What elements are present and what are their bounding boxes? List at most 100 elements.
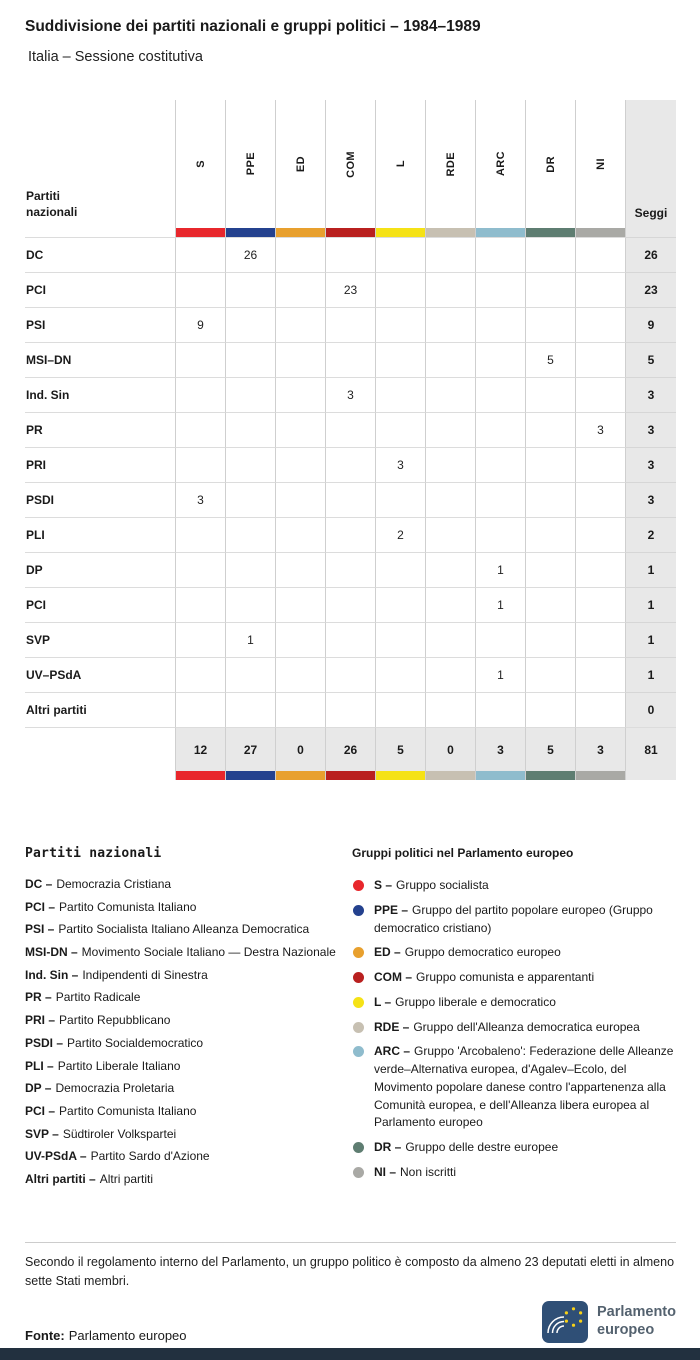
value-cell-com: 3 bbox=[326, 377, 376, 412]
group-legend-name: Gruppo democratico europeo bbox=[404, 945, 561, 960]
group-legend-name: Gruppo socialista bbox=[396, 878, 489, 892]
value-cell-ed bbox=[276, 272, 326, 307]
party-legend-name: Democrazia Cristiana bbox=[56, 877, 172, 891]
party-legend-item: PSDI – Partito Socialdemocratico bbox=[25, 1035, 337, 1051]
value-cell-arc bbox=[476, 307, 526, 342]
seats-cell: 3 bbox=[626, 447, 676, 482]
group-legend-item: RDE – Gruppo dell'Alleanza democratica eu… bbox=[352, 1019, 677, 1037]
column-header-s: S bbox=[176, 100, 226, 228]
group-legend-item: COM – Gruppo comunista e apparentanti bbox=[352, 969, 677, 987]
value-cell-ed bbox=[276, 307, 326, 342]
color-strip-ni bbox=[576, 771, 626, 780]
legend-groups: Gruppi politici nel Parlamento europeo S… bbox=[352, 846, 677, 1189]
color-strip-l bbox=[376, 228, 426, 237]
value-cell-ed bbox=[276, 517, 326, 552]
party-legend-item: DP – Democrazia Proletaria bbox=[25, 1080, 337, 1096]
party-label: DC bbox=[25, 237, 176, 272]
value-cell-dr bbox=[526, 657, 576, 692]
party-legend-name: Partito Radicale bbox=[55, 990, 141, 1005]
group-legend-code: S – bbox=[374, 878, 393, 892]
value-cell-dr bbox=[526, 552, 576, 587]
total-cell-ni: 3 bbox=[576, 727, 626, 771]
value-cell-ni bbox=[576, 657, 626, 692]
total-cell-dr: 5 bbox=[526, 727, 576, 771]
color-strip-com bbox=[326, 771, 376, 780]
value-cell-com bbox=[326, 517, 376, 552]
value-cell-rde bbox=[426, 552, 476, 587]
column-header-label: COM bbox=[344, 150, 357, 178]
value-cell-ppe bbox=[226, 377, 276, 412]
value-cell-arc: 1 bbox=[476, 587, 526, 622]
group-legend-item: L – Gruppo liberale e democratico bbox=[352, 994, 677, 1012]
party-legend-name: Südtiroler Volkspartei bbox=[62, 1126, 177, 1141]
party-legend-item: Ind. Sin – Indipendenti di Sinestra bbox=[25, 967, 337, 983]
party-legend-item: Altri partiti – Altri partiti bbox=[25, 1171, 337, 1187]
group-color-dot-3 bbox=[353, 972, 364, 983]
value-cell-l bbox=[376, 587, 426, 622]
value-cell-s bbox=[176, 412, 226, 447]
value-cell-ni bbox=[576, 552, 626, 587]
value-cell-rde bbox=[426, 482, 476, 517]
value-cell-dr bbox=[526, 237, 576, 272]
party-legend-code: PSDI – bbox=[25, 1035, 64, 1050]
value-cell-l: 2 bbox=[376, 517, 426, 552]
value-cell-ppe bbox=[226, 552, 276, 587]
party-label: Altri partiti bbox=[25, 692, 176, 727]
value-cell-s bbox=[176, 377, 226, 412]
value-cell-arc bbox=[476, 272, 526, 307]
value-cell-rde bbox=[426, 377, 476, 412]
value-cell-s: 3 bbox=[176, 482, 226, 517]
group-color-dot-5 bbox=[353, 1021, 364, 1033]
color-strip-arc bbox=[476, 228, 526, 237]
value-cell-ni bbox=[576, 482, 626, 517]
group-legend-code: ED – bbox=[374, 945, 401, 960]
ep-logo-line1: Parlamento bbox=[597, 1304, 676, 1321]
legend-groups-list: S – Gruppo socialista PPE – Gruppo del part… bbox=[352, 877, 677, 1182]
total-cell-ppe: 27 bbox=[226, 727, 276, 771]
party-legend-name: Partito Comunista Italiano bbox=[59, 899, 197, 914]
total-cell-l: 5 bbox=[376, 727, 426, 771]
party-legend-name: Altri partiti bbox=[99, 1171, 154, 1186]
value-cell-rde bbox=[426, 692, 476, 727]
group-legend-code: L – bbox=[374, 994, 392, 1009]
value-cell-ppe bbox=[226, 657, 276, 692]
value-cell-s bbox=[176, 237, 226, 272]
value-cell-ed bbox=[276, 237, 326, 272]
value-cell-dr bbox=[526, 587, 576, 622]
value-cell-l bbox=[376, 377, 426, 412]
value-cell-com bbox=[326, 587, 376, 622]
value-cell-arc bbox=[476, 517, 526, 552]
value-cell-ni bbox=[576, 237, 626, 272]
seats-cell: 9 bbox=[626, 307, 676, 342]
value-cell-com bbox=[326, 482, 376, 517]
group-legend-name: Gruppo liberale e democratico bbox=[395, 994, 556, 1009]
party-label: SVP bbox=[25, 622, 176, 657]
value-cell-ppe: 1 bbox=[226, 622, 276, 657]
value-cell-s bbox=[176, 517, 226, 552]
party-legend-item: PCI – Partito Comunista Italiano bbox=[25, 899, 337, 915]
totals-spacer bbox=[25, 727, 176, 771]
value-cell-com bbox=[326, 552, 376, 587]
value-cell-rde bbox=[426, 237, 476, 272]
group-legend-name: Gruppo del partito popolare europeo (Gru… bbox=[374, 902, 653, 935]
party-legend-item: MSI-DN – Movimento Sociale Italiano — Des… bbox=[25, 944, 337, 960]
group-color-dot-6 bbox=[353, 1046, 364, 1058]
column-header-label: S bbox=[194, 160, 207, 168]
value-cell-arc bbox=[476, 342, 526, 377]
value-cell-s bbox=[176, 272, 226, 307]
seats-cell: 2 bbox=[626, 517, 676, 552]
color-strip-s bbox=[176, 771, 226, 780]
page-title: Suddivisione dei partiti nazionali e gru… bbox=[25, 18, 481, 35]
source-value: Parlamento europeo bbox=[68, 1328, 187, 1343]
ep-logo-icon bbox=[542, 1301, 589, 1343]
ep-logo: Parlamento europeo bbox=[542, 1301, 676, 1343]
value-cell-ni bbox=[576, 447, 626, 482]
value-cell-ed bbox=[276, 587, 326, 622]
total-cell-s: 12 bbox=[176, 727, 226, 771]
party-label: UV–PSdA bbox=[25, 657, 176, 692]
color-strip-ed bbox=[276, 771, 326, 780]
group-legend-name: Gruppo delle destre europee bbox=[405, 1140, 559, 1154]
total-cell-ed: 0 bbox=[276, 727, 326, 771]
value-cell-dr bbox=[526, 307, 576, 342]
